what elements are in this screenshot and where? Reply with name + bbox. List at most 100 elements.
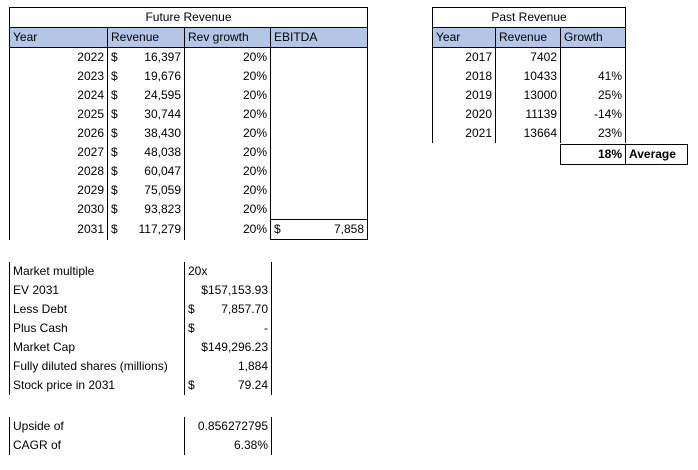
upside-row: CAGR of 6.38%: [9, 436, 272, 455]
future-revenue-value: 30,744: [144, 107, 181, 121]
average-value: 18%: [560, 144, 626, 165]
future-revenue-currency: $: [111, 107, 118, 121]
future-ebitda-currency: $: [274, 222, 281, 236]
past-row: 2020 11139 -14%: [432, 105, 627, 124]
valuation-row: Stock price in 2031 $79.24: [9, 376, 272, 395]
past-row: 2018 10433 41%: [432, 67, 627, 86]
valuation-value: $157,153.93: [201, 283, 268, 297]
future-header-year: Year: [9, 27, 108, 48]
upside-table: Upside of 0.856272795 CAGR of 6.38%: [9, 417, 272, 455]
future-growth: 20%: [184, 47, 271, 67]
future-revenue-title: Future Revenue: [9, 7, 368, 28]
future-year: 2025: [9, 105, 108, 124]
future-revenue-value: 19,676: [144, 69, 181, 83]
past-revenue: 13664: [495, 124, 561, 143]
past-growth: 23%: [559, 124, 627, 143]
past-year: 2017: [432, 47, 496, 67]
future-row: 2030 $93,823 20%: [9, 200, 368, 220]
future-row: 2028 $60,047 20%: [9, 162, 368, 181]
future-revenue-table: Future Revenue Year Revenue Rev growth E…: [9, 7, 368, 240]
past-revenue-table: Past Revenue Year Revenue Growth 2017 740…: [431, 7, 627, 143]
past-header-revenue: Revenue: [495, 27, 561, 48]
future-revenue-currency: $: [111, 202, 118, 217]
past-row: 2017 7402: [432, 47, 627, 67]
past-revenue: 10433: [495, 67, 561, 86]
future-row: 2025 $30,744 20%: [9, 105, 368, 124]
future-growth: 20%: [184, 67, 271, 86]
past-growth: -14%: [559, 105, 627, 124]
future-revenue-value: 60,047: [144, 164, 181, 178]
future-revenue-currency: $: [111, 126, 118, 140]
valuation-currency: $: [188, 302, 195, 316]
future-revenue-currency: $: [111, 183, 118, 197]
future-revenue-value: 93,823: [144, 202, 181, 217]
future-header-revenue: Revenue: [107, 27, 185, 48]
future-growth: 20%: [184, 219, 271, 240]
past-growth: 41%: [559, 67, 627, 86]
valuation-row: EV 2031 $157,153.93: [9, 281, 272, 300]
valuation-row: Plus Cash $ -: [9, 319, 272, 338]
future-revenue-currency: $: [111, 164, 118, 178]
valuation-label: Plus Cash: [9, 319, 185, 338]
future-year: 2028: [9, 162, 108, 181]
past-year: 2020: [432, 105, 496, 124]
future-row: 2024 $24,595 20%: [9, 86, 368, 105]
valuation-row: Market multiple 20x: [9, 262, 272, 281]
future-revenue-currency: $: [111, 50, 118, 64]
past-year: 2019: [432, 86, 496, 105]
past-revenue-title: Past Revenue: [431, 7, 627, 28]
past-row: 2019 13000 25%: [432, 86, 627, 105]
valuation-value: -: [264, 321, 268, 335]
future-revenue-value: 16,397: [144, 50, 181, 64]
future-revenue-currency: $: [111, 145, 118, 159]
future-year: 2024: [9, 86, 108, 105]
future-growth: 20%: [184, 181, 271, 200]
future-revenue-currency: $: [111, 69, 118, 83]
past-revenue: 13000: [495, 86, 561, 105]
future-growth: 20%: [184, 200, 271, 220]
past-header-year: Year: [432, 27, 496, 48]
past-year: 2018: [432, 67, 496, 86]
future-year: 2029: [9, 181, 108, 200]
future-revenue-value: 75,059: [144, 183, 181, 197]
future-header-ebitda: EBITDA: [270, 27, 368, 48]
future-year: 2023: [9, 67, 108, 86]
future-row: 2026 $38,430 20%: [9, 124, 368, 143]
future-revenue-value: 38,430: [144, 126, 181, 140]
future-year: 2026: [9, 124, 108, 143]
valuation-label: Fully diluted shares (millions): [9, 357, 185, 376]
future-header-growth: Rev growth: [184, 27, 271, 48]
future-revenue-currency: $: [111, 222, 118, 236]
valuation-label: EV 2031: [9, 281, 185, 300]
valuation-label: Market multiple: [9, 262, 185, 281]
future-year: 2031: [9, 219, 108, 240]
upside-row: Upside of 0.856272795: [9, 417, 272, 436]
past-header-growth: Growth: [559, 27, 627, 48]
valuation-currency: $: [188, 321, 195, 335]
past-growth: 25%: [559, 86, 627, 105]
valuation-currency: $: [188, 378, 195, 392]
future-row: 2027 $48,038 20%: [9, 143, 368, 162]
future-growth: 20%: [184, 124, 271, 143]
future-growth: 20%: [184, 86, 271, 105]
future-row: 2031 $117,279 20% $7,858: [9, 219, 368, 240]
future-row: 2022 $16,397 20%: [9, 47, 368, 67]
valuation-table: Market multiple 20x EV 2031 $157,153.93 Less…: [9, 262, 272, 395]
valuation-label: Less Debt: [9, 300, 185, 319]
upside-label: Upside of: [9, 417, 185, 436]
past-row: 2021 13664 23%: [432, 124, 627, 143]
past-growth: [559, 47, 627, 67]
future-revenue-value: 48,038: [144, 145, 181, 159]
future-revenue-value: 24,595: [144, 88, 181, 102]
upside-value: 6.38%: [184, 436, 272, 455]
past-revenue: 11139: [495, 105, 561, 124]
future-growth: 20%: [184, 143, 271, 162]
future-revenue-currency: $: [111, 88, 118, 102]
future-revenue-value: 117,279: [138, 222, 182, 236]
average-label: Average: [625, 144, 688, 165]
future-growth: 20%: [184, 162, 271, 181]
valuation-value: 79.24: [237, 378, 268, 392]
future-year: 2027: [9, 143, 108, 162]
past-revenue: 7402: [495, 47, 561, 67]
future-growth: 20%: [184, 105, 271, 124]
